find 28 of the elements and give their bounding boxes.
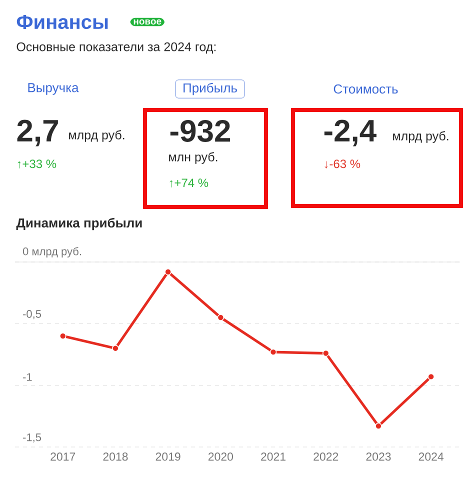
text: -2,4 [324,120,376,146]
text: ↓-63 % [324,160,360,168]
text: Выручка [28,83,79,95]
text: Стоимость [334,84,398,94]
text: новое [134,19,162,25]
text: -932 [170,120,230,142]
text: Прибыль [184,82,237,96]
x-tick-label: 2021 [261,452,286,461]
y-tick-label: -1 [23,373,32,381]
y-tick-label: -1,5 [23,434,42,442]
text: ↑+33 % [18,160,56,168]
x-tick-label: 2018 [103,452,128,461]
text: млн руб. [169,152,218,164]
text: млрд руб. [393,131,448,143]
text: млрд руб. [69,130,124,142]
y-tick-label: -0,5 [23,310,42,320]
x-tick-label: 2023 [366,452,391,461]
x-tick-label: 2022 [314,452,338,461]
y-tick-label: 0 млрд руб. [22,247,81,258]
x-tick-label: 2017 [50,452,76,461]
text: 2,7 [17,120,58,146]
text: ↑+74 % [170,178,208,188]
chart-title: Динамика прибыли [16,218,142,230]
text: Основные показатели за 2024 год: [16,42,216,54]
x-tick-label: 2024 [418,452,444,461]
text: Финансы [16,14,108,30]
x-tick-label: 2020 [208,452,234,461]
x-tick-label: 2019 [156,452,180,461]
